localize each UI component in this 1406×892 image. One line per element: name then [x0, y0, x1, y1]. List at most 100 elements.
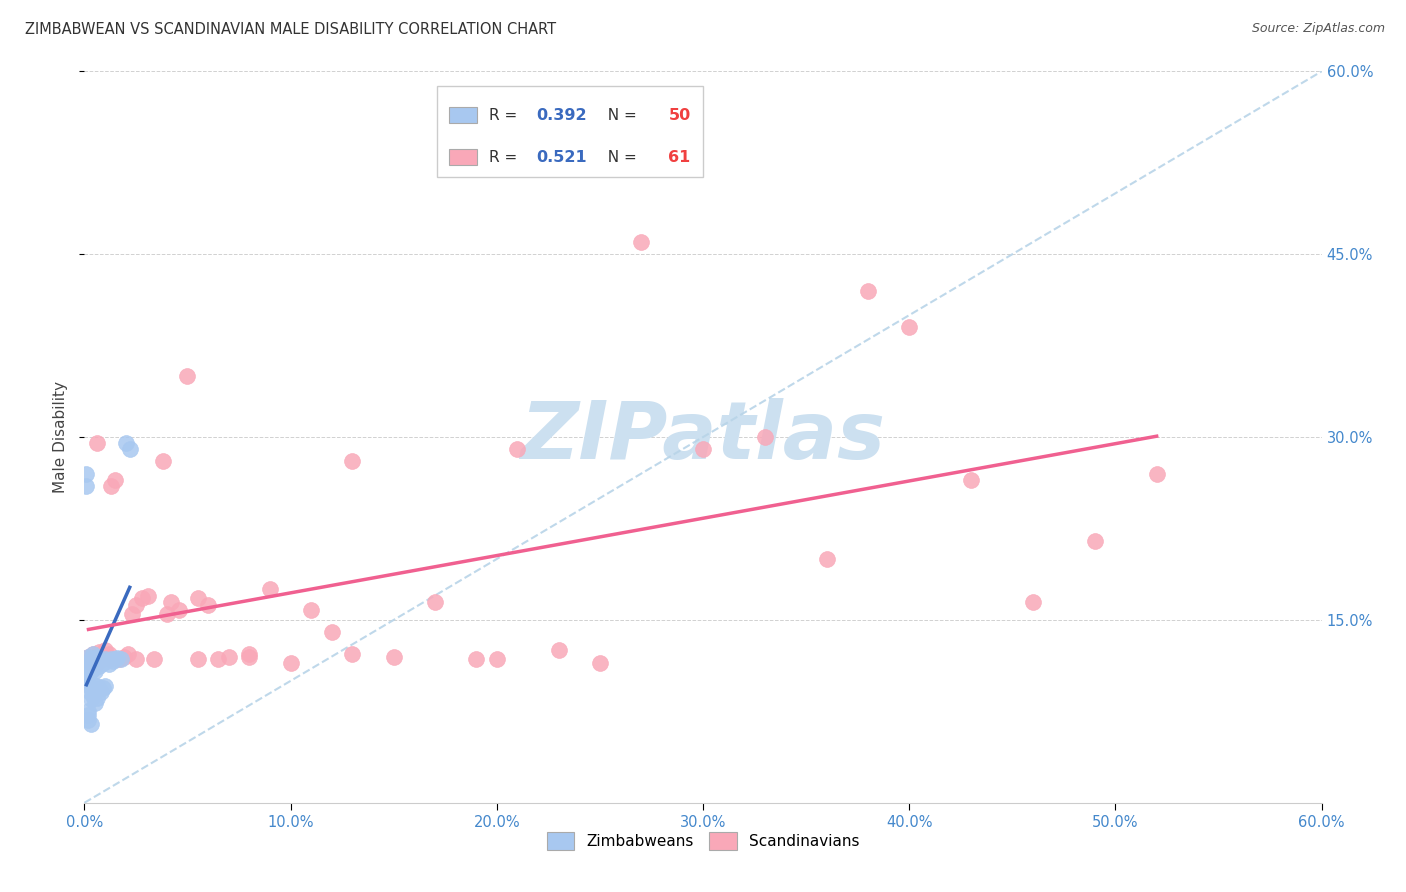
Point — [187, 591, 209, 605]
Point — [160, 594, 183, 608]
Point — [91, 652, 114, 666]
Point — [321, 625, 343, 640]
Point — [103, 654, 125, 668]
Point — [342, 454, 364, 468]
Point — [87, 645, 110, 659]
Point — [98, 657, 121, 671]
Point — [176, 369, 198, 384]
Point — [152, 454, 174, 468]
Text: 0.392: 0.392 — [536, 108, 586, 123]
Point — [589, 656, 612, 670]
Point — [96, 654, 118, 668]
Point — [1084, 533, 1107, 548]
Text: Source: ZipAtlas.com: Source: ZipAtlas.com — [1251, 22, 1385, 36]
Point — [105, 650, 128, 665]
Point — [423, 594, 446, 608]
Point — [112, 649, 135, 664]
Point — [382, 649, 405, 664]
Point — [79, 656, 101, 670]
Point — [815, 552, 838, 566]
Point — [86, 436, 108, 450]
Point — [630, 235, 652, 249]
Point — [104, 652, 127, 666]
Point — [136, 589, 159, 603]
Point — [299, 603, 322, 617]
Text: 50: 50 — [668, 108, 690, 123]
Point — [238, 649, 260, 664]
Point — [342, 647, 364, 661]
Point — [91, 656, 114, 670]
Point — [692, 442, 714, 457]
Point — [79, 664, 101, 678]
FancyBboxPatch shape — [437, 86, 703, 178]
Point — [218, 649, 240, 664]
Point — [86, 679, 108, 693]
Text: R =: R = — [489, 108, 522, 123]
Point — [75, 467, 97, 481]
Text: N =: N = — [598, 108, 641, 123]
Point — [86, 649, 108, 664]
Point — [96, 649, 118, 664]
Point — [156, 607, 179, 621]
Point — [86, 690, 108, 705]
Point — [79, 686, 101, 700]
Point — [82, 662, 104, 676]
Point — [117, 647, 139, 661]
Point — [754, 430, 776, 444]
Point — [960, 473, 983, 487]
Point — [75, 662, 97, 676]
FancyBboxPatch shape — [450, 107, 477, 123]
Point — [143, 652, 166, 666]
Point — [280, 656, 302, 670]
Point — [110, 652, 132, 666]
Point — [87, 652, 110, 666]
Point — [898, 320, 921, 334]
Point — [1022, 594, 1045, 608]
Point — [238, 647, 260, 661]
Point — [83, 664, 105, 678]
Point — [77, 667, 100, 681]
Text: 61: 61 — [668, 150, 690, 165]
Point — [187, 652, 209, 666]
Point — [77, 713, 100, 727]
Point — [75, 673, 97, 688]
Point — [100, 479, 122, 493]
Point — [82, 647, 104, 661]
Point — [79, 659, 101, 673]
Point — [90, 685, 112, 699]
Text: ZIPatlas: ZIPatlas — [520, 398, 886, 476]
Point — [77, 708, 100, 723]
Point — [94, 679, 117, 693]
Point — [91, 648, 114, 663]
Point — [118, 442, 141, 457]
Point — [207, 652, 229, 666]
Y-axis label: Male Disability: Male Disability — [53, 381, 69, 493]
Point — [104, 473, 127, 487]
Point — [100, 652, 122, 666]
Point — [77, 649, 100, 664]
Text: 0.521: 0.521 — [536, 150, 586, 165]
Point — [77, 656, 100, 670]
Point — [125, 599, 148, 613]
Point — [197, 599, 219, 613]
Point — [79, 652, 101, 666]
Point — [90, 652, 112, 666]
Point — [167, 603, 190, 617]
Text: N =: N = — [598, 150, 641, 165]
Point — [86, 656, 108, 670]
Point — [121, 607, 143, 621]
Point — [506, 442, 529, 457]
Point — [114, 436, 136, 450]
Point — [98, 652, 121, 666]
Point — [465, 652, 488, 666]
Point — [75, 479, 97, 493]
Point — [79, 681, 101, 696]
Point — [83, 679, 105, 693]
Point — [1146, 467, 1168, 481]
Text: R =: R = — [489, 150, 522, 165]
Point — [82, 683, 104, 698]
Point — [131, 591, 153, 605]
Point — [77, 676, 100, 690]
Point — [86, 657, 108, 671]
Point — [87, 659, 110, 673]
